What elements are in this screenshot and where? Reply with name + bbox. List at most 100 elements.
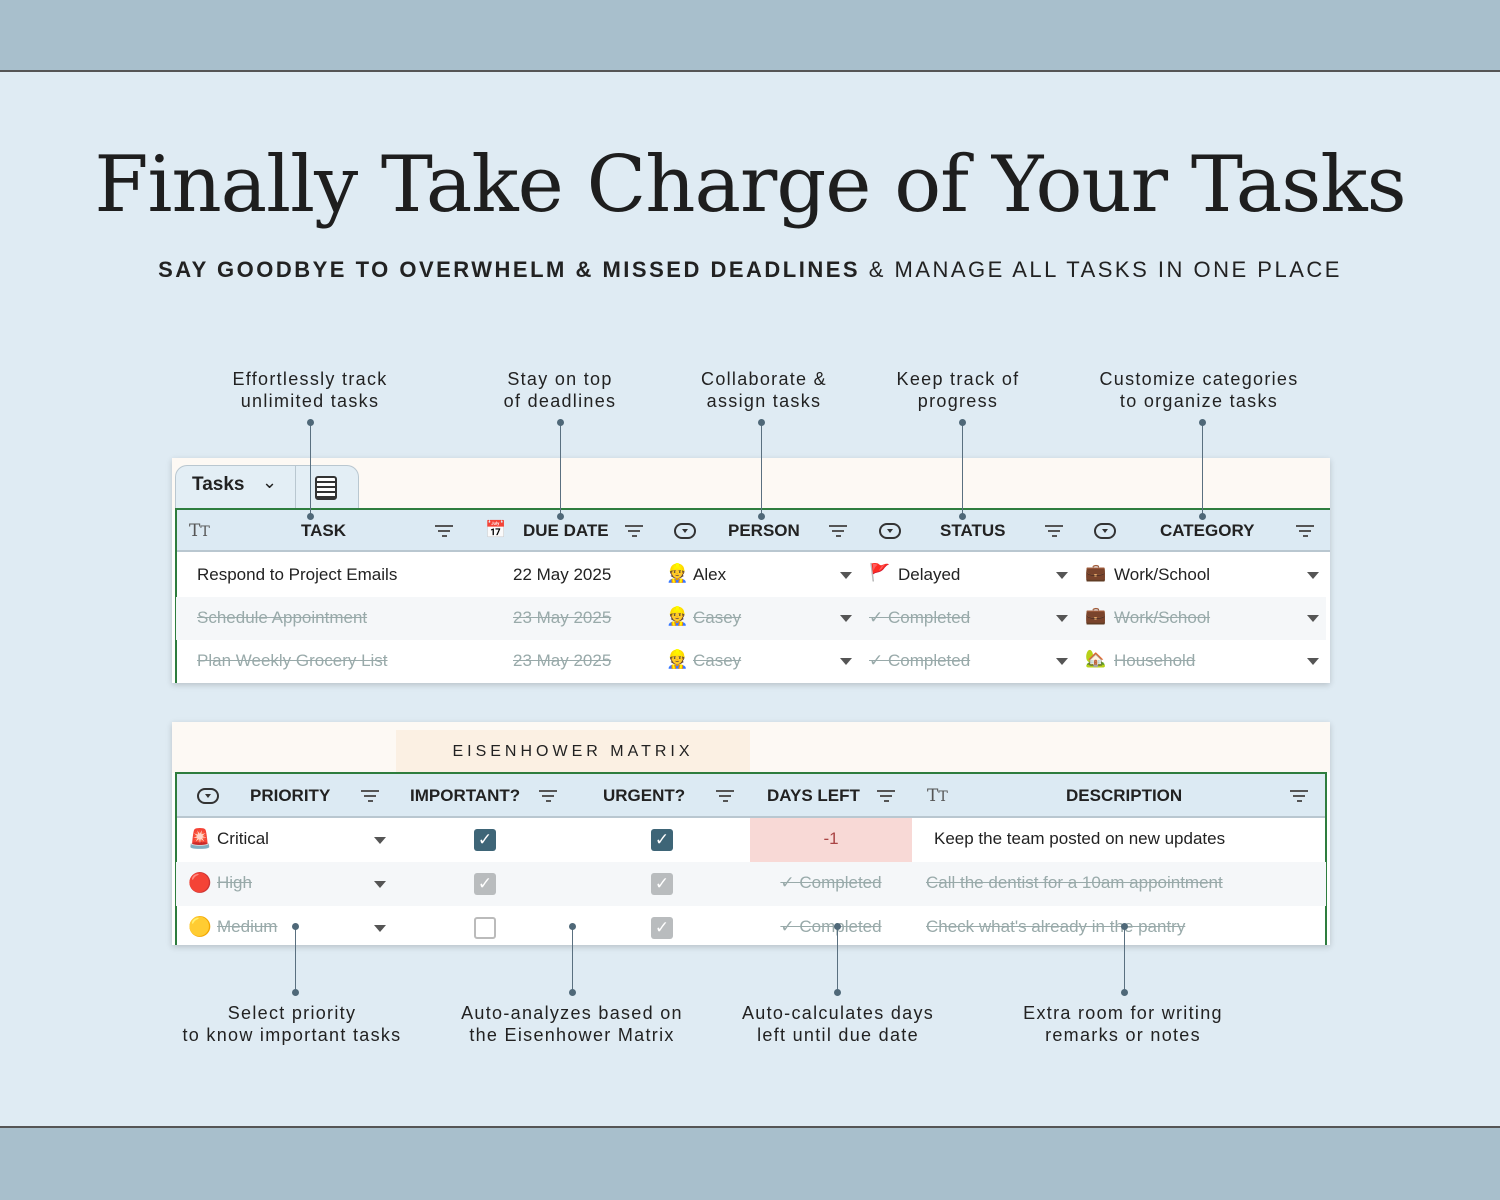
- status-value[interactable]: Delayed: [898, 565, 961, 584]
- category-value[interactable]: Work/School: [1114, 608, 1211, 627]
- col-person[interactable]: PERSON: [728, 521, 800, 540]
- callout-line: [1124, 926, 1125, 992]
- callout-line: [837, 926, 838, 992]
- overdue-highlight: [750, 818, 912, 862]
- flag-icon: 🚩: [869, 563, 891, 582]
- description[interactable]: Keep the team posted on new updates: [934, 829, 1226, 848]
- important-checkbox[interactable]: [474, 917, 496, 939]
- chevron-down-icon[interactable]: ⌄: [262, 472, 278, 492]
- dropdown-arrow-icon[interactable]: [1307, 615, 1319, 622]
- callout-dot: [569, 989, 576, 996]
- filter-icon[interactable]: [361, 790, 379, 802]
- col-important[interactable]: IMPORTANT?: [410, 786, 521, 805]
- callout-status: Keep track of progress: [896, 369, 1020, 411]
- due-date[interactable]: 23 May 2025: [513, 608, 612, 627]
- callout-dot: [1199, 419, 1206, 426]
- house-icon: 🏡: [1085, 649, 1107, 668]
- important-checkbox[interactable]: ✓: [474, 873, 496, 895]
- dropdown-arrow-icon[interactable]: [374, 881, 386, 888]
- callout-line: [295, 926, 296, 992]
- person-icon: 👷: [666, 649, 689, 669]
- col-category[interactable]: CATEGORY: [1160, 521, 1255, 540]
- dropdown-type-icon: [674, 523, 696, 539]
- dropdown-arrow-icon[interactable]: [1056, 572, 1068, 579]
- dropdown-type-icon: [879, 523, 901, 539]
- filter-icon[interactable]: [716, 790, 734, 802]
- status-value[interactable]: ✓ Completed: [869, 608, 971, 627]
- filter-icon[interactable]: [1045, 525, 1063, 537]
- callout-dot: [834, 989, 841, 996]
- dropdown-arrow-icon[interactable]: [1056, 615, 1068, 622]
- person-name[interactable]: Casey: [693, 651, 742, 670]
- briefcase-icon: 💼: [1085, 563, 1107, 582]
- tasks-table: Tasks ⌄ TT TASK 📅 DUE DATE PERSON STATUS…: [172, 458, 1330, 683]
- task-name[interactable]: Schedule Appointment: [197, 608, 368, 627]
- filter-icon[interactable]: [539, 790, 557, 802]
- category-value[interactable]: Work/School: [1114, 565, 1211, 584]
- col-priority[interactable]: PRIORITY: [250, 786, 331, 805]
- table-header: TT TASK 📅 DUE DATE PERSON STATUS CATEGOR…: [177, 510, 1330, 552]
- col-task[interactable]: TASK: [301, 521, 347, 540]
- col-urgent[interactable]: URGENT?: [603, 786, 686, 805]
- callout-category: Customize categories to organize tasks: [1099, 369, 1299, 411]
- col-due-date[interactable]: DUE DATE: [523, 521, 609, 540]
- description[interactable]: Call the dentist for a 10am appointment: [926, 873, 1223, 892]
- callout-dot: [1121, 923, 1128, 930]
- table-row: Respond to Project Emails 22 May 2025 👷 Ale…: [176, 554, 1326, 597]
- dropdown-arrow-icon[interactable]: [840, 615, 852, 622]
- filter-icon[interactable]: [877, 790, 895, 802]
- person-name[interactable]: Casey: [693, 608, 742, 627]
- priority-value[interactable]: High: [217, 873, 252, 892]
- urgent-checkbox[interactable]: ✓: [651, 917, 673, 939]
- calculator-icon[interactable]: [315, 476, 337, 500]
- callout-line: [962, 422, 963, 516]
- col-status[interactable]: STATUS: [940, 521, 1006, 540]
- callout-dot: [557, 513, 564, 520]
- dropdown-arrow-icon[interactable]: [840, 572, 852, 579]
- col-description[interactable]: DESCRIPTION: [1066, 786, 1183, 805]
- filter-icon[interactable]: [1290, 790, 1308, 802]
- filter-icon[interactable]: [829, 525, 847, 537]
- callout-dot: [1199, 513, 1206, 520]
- table-row: 🔴 High ✓ ✓ ✓ Completed Call the dentist for a…: [176, 862, 1326, 906]
- col-days-left[interactable]: DAYS LEFT: [767, 786, 860, 805]
- dropdown-type-icon: [1094, 523, 1116, 539]
- callout-dot: [292, 923, 299, 930]
- callout-due: Stay on top of deadlines: [503, 369, 617, 411]
- priority-value[interactable]: Critical: [217, 829, 269, 848]
- subheadline-regular: & MANAGE ALL TASKS IN ONE PLACE: [868, 257, 1342, 282]
- dropdown-arrow-icon[interactable]: [1307, 658, 1319, 665]
- filter-icon[interactable]: [1296, 525, 1314, 537]
- task-name[interactable]: Respond to Project Emails: [197, 565, 398, 584]
- callout-matrix: Auto-analyzes based on the Eisenhower Ma…: [461, 1003, 683, 1045]
- filter-icon[interactable]: [435, 525, 453, 537]
- calendar-icon: 📅: [485, 520, 507, 539]
- category-value[interactable]: Household: [1114, 651, 1196, 670]
- red-circle-icon: 🔴: [188, 873, 212, 894]
- status-value[interactable]: ✓ Completed: [869, 651, 971, 670]
- callout-line: [572, 926, 573, 992]
- filter-icon[interactable]: [625, 525, 643, 537]
- dropdown-arrow-icon[interactable]: [840, 658, 852, 665]
- dropdown-arrow-icon[interactable]: [1307, 572, 1319, 579]
- due-date[interactable]: 22 May 2025: [513, 565, 612, 584]
- callout-dot: [834, 923, 841, 930]
- callout-line: [761, 422, 762, 516]
- important-checkbox[interactable]: ✓: [474, 829, 496, 851]
- dropdown-arrow-icon[interactable]: [1056, 658, 1068, 665]
- dropdown-arrow-icon[interactable]: [374, 925, 386, 932]
- dropdown-arrow-icon[interactable]: [374, 837, 386, 844]
- description[interactable]: Check what's already in the pantry: [926, 917, 1186, 936]
- person-icon: 👷: [666, 563, 689, 583]
- person-name[interactable]: Alex: [693, 565, 727, 584]
- subheadline: SAY GOODBYE TO OVERWHELM & MISSED DEADLI…: [0, 257, 1500, 283]
- urgent-checkbox[interactable]: ✓: [651, 873, 673, 895]
- priority-value[interactable]: Medium: [217, 917, 278, 936]
- section-label: EISENHOWER MATRIX: [396, 730, 750, 773]
- due-date[interactable]: 23 May 2025: [513, 651, 612, 670]
- task-name[interactable]: Plan Weekly Grocery List: [197, 651, 388, 670]
- urgent-checkbox[interactable]: ✓: [651, 829, 673, 851]
- callout-dot: [959, 419, 966, 426]
- tab-tasks[interactable]: Tasks: [192, 474, 245, 495]
- table-row: Schedule Appointment 23 May 2025 👷 Casey ✓ C…: [176, 597, 1326, 640]
